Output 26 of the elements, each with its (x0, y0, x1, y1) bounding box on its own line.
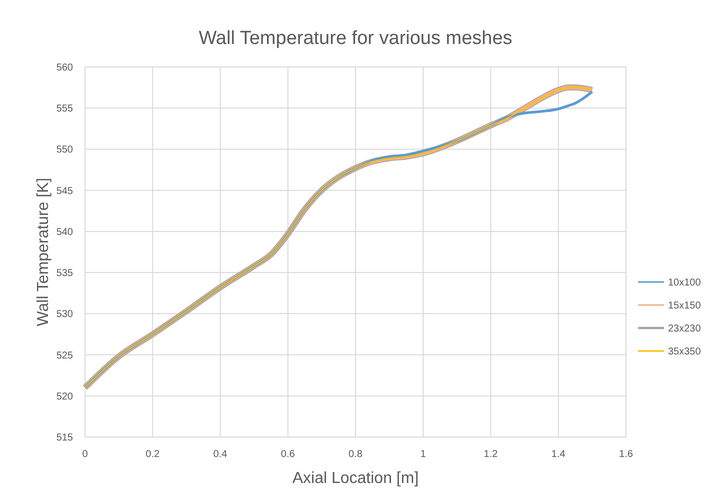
y-tick-label: 550 (56, 144, 74, 156)
legend-label: 10x100 (668, 278, 702, 288)
legend-label: 23x230 (668, 324, 702, 334)
y-tick-label: 530 (56, 309, 74, 320)
legend-label: 15x150 (668, 300, 702, 312)
x-tick-label: 1.4 (551, 449, 566, 460)
x-tick-label: 0 (82, 449, 88, 460)
y-tick-label: 555 (56, 104, 74, 115)
y-tick-label: 540 (56, 226, 74, 238)
x-tick-label: 0.8 (348, 449, 363, 460)
x-tick-label: 0.4 (213, 449, 228, 460)
y-tick-label: 515 (56, 432, 74, 444)
x-tick-label: 0.2 (146, 449, 160, 460)
x-tick-label: 1.6 (619, 449, 634, 460)
chart-title: Wall Temperature for various meshes (198, 28, 512, 49)
x-tick-label: 1.2 (484, 449, 498, 460)
y-tick-label: 520 (56, 391, 74, 402)
y-tick-label: 545 (56, 186, 74, 197)
y-tick-label: 525 (56, 350, 74, 362)
y-tick-label: 535 (56, 268, 74, 280)
x-tick-label: 0.6 (280, 449, 296, 460)
y-tick-label: 560 (56, 62, 74, 74)
x-tick-label: 1 (420, 449, 426, 460)
legend-label: 35x350 (668, 346, 702, 358)
x-axis-title: Axial Location [m] (292, 470, 419, 487)
y-axis-title: Wall Temperature [K] (35, 178, 52, 326)
